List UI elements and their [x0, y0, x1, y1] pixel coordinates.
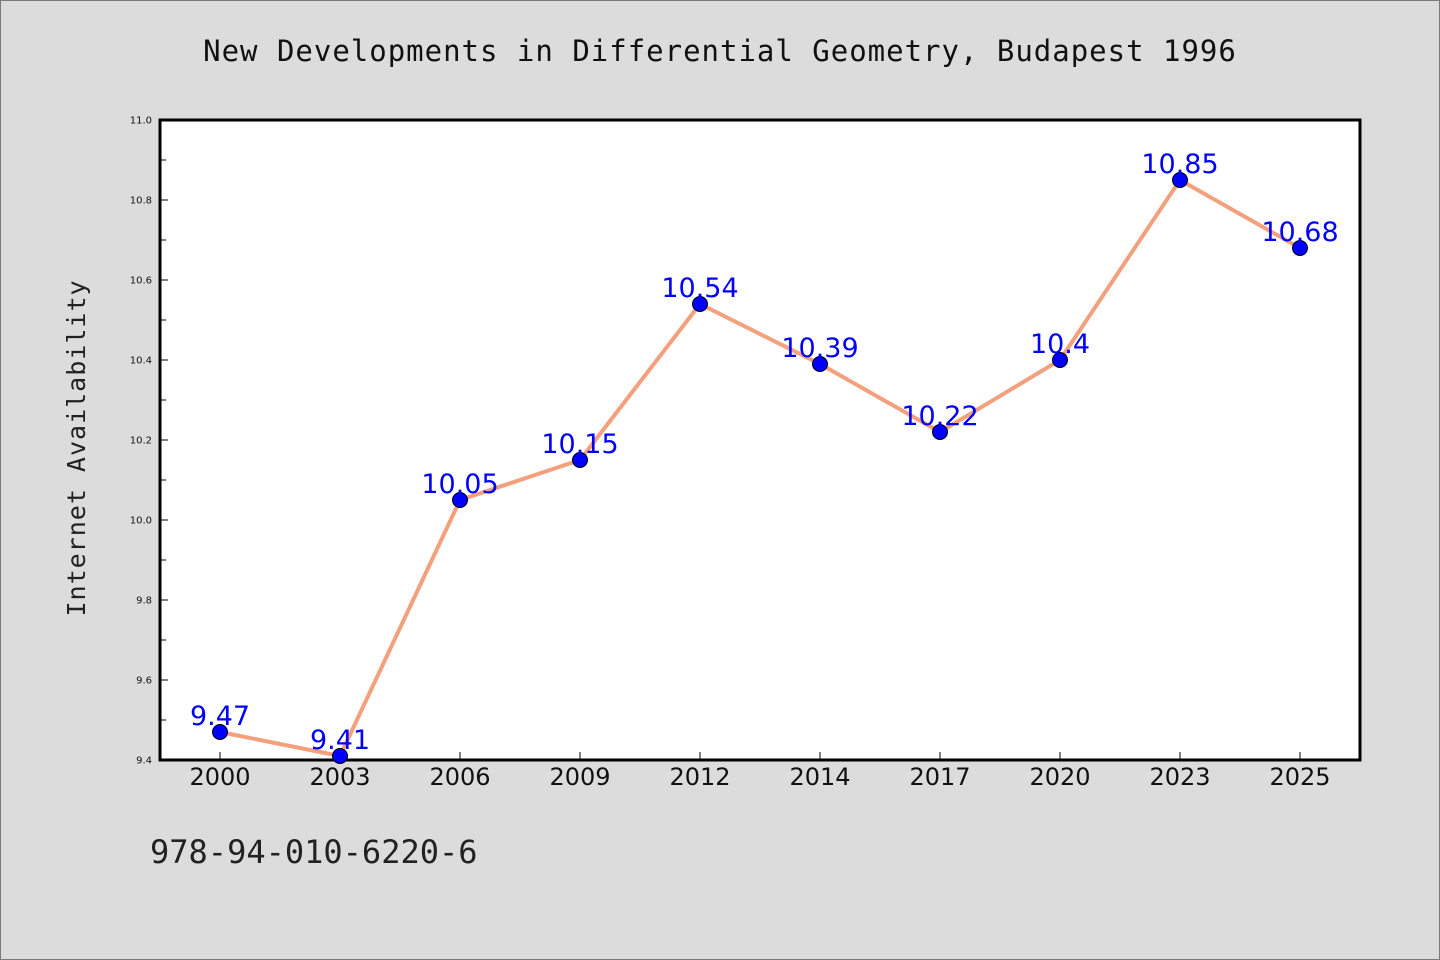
x-tick-label: 2025 — [1269, 763, 1330, 791]
data-point — [332, 748, 348, 764]
data-label: 10.4 — [1030, 329, 1090, 360]
data-point — [572, 452, 588, 468]
data-label: 9.47 — [190, 701, 250, 732]
isbn-text: 978-94-010-6220-6 — [150, 833, 478, 871]
data-label: 10.85 — [1141, 149, 1218, 180]
data-label: 10.22 — [901, 401, 978, 432]
plot-area — [158, 118, 1362, 762]
data-point — [212, 724, 228, 740]
y-tick-label: 9.4 — [136, 756, 152, 767]
data-label: 10.39 — [781, 333, 858, 364]
x-tick-label: 2009 — [549, 763, 610, 791]
data-label: 10.05 — [421, 469, 498, 500]
data-label: 10.15 — [541, 429, 618, 460]
x-tick-label: 2003 — [309, 763, 370, 791]
data-point — [452, 492, 468, 508]
data-point — [812, 356, 828, 372]
y-tick-label: 11.0 — [130, 116, 152, 127]
data-point — [932, 424, 948, 440]
data-point — [692, 296, 708, 312]
x-tick-label: 2012 — [669, 763, 730, 791]
y-tick-label: 9.8 — [136, 596, 152, 607]
y-tick-label: 10.2 — [130, 436, 152, 447]
y-axis-label: Internet Availability — [62, 279, 91, 616]
data-label: 10.68 — [1261, 217, 1338, 248]
y-tick-label: 10.6 — [130, 276, 152, 287]
x-tick-label: 2006 — [429, 763, 490, 791]
data-label: 10.54 — [661, 273, 738, 304]
data-point — [1292, 240, 1308, 256]
chart-title: New Developments in Differential Geometr… — [203, 34, 1237, 68]
x-tick-label: 2020 — [1029, 763, 1090, 791]
y-axis: 9.4 9.6 9.8 10.0 10.2 10.4 10.6 10.8 11.0 — [130, 116, 168, 767]
y-tick-label: 10.0 — [130, 516, 152, 527]
x-axis: 2000 2003 2006 2009 2012 2014 2017 2020 2023 2025 — [189, 752, 1331, 791]
series-group: 9.47 9.41 10.05 10.15 10.54 10.39 10.22 10.4 10.… — [190, 149, 1339, 764]
x-tick-label: 2023 — [1149, 763, 1210, 791]
x-tick-label: 2000 — [189, 763, 250, 791]
series-line — [218, 178, 1302, 758]
y-tick-label: 10.4 — [130, 356, 152, 367]
y-tick-label: 10.8 — [130, 196, 152, 207]
y-tick-label: 9.6 — [136, 676, 152, 687]
data-point — [1052, 352, 1068, 368]
x-tick-label: 2014 — [789, 763, 850, 791]
x-tick-label: 2017 — [909, 763, 970, 791]
data-point — [1172, 172, 1188, 188]
data-label: 9.41 — [310, 725, 370, 756]
